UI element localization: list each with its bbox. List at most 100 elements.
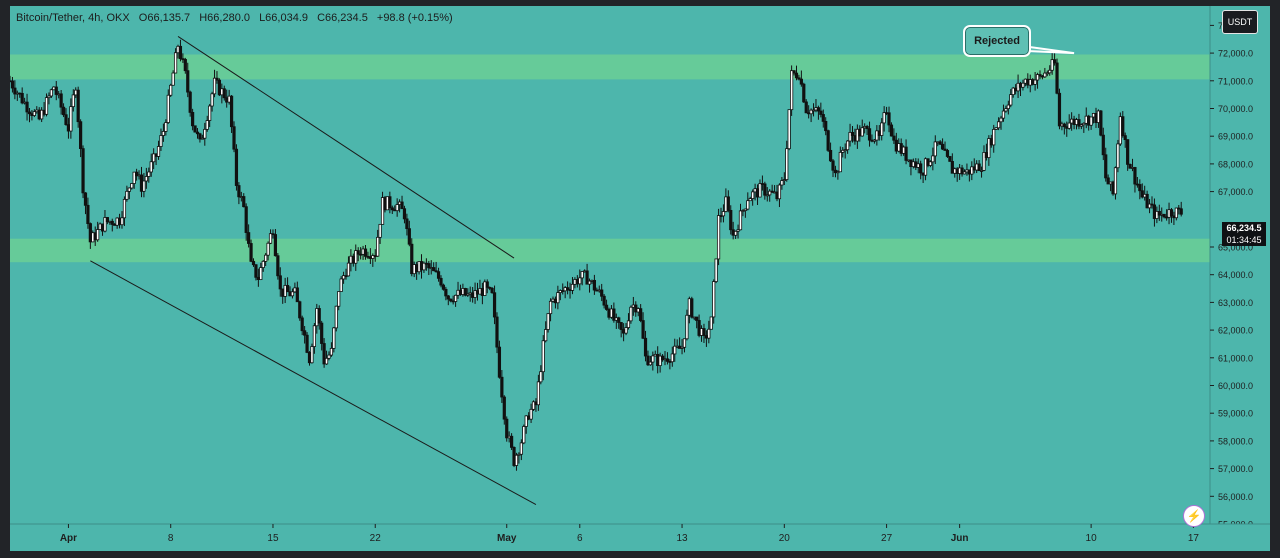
x-axis-background (10, 524, 1270, 551)
candle (79, 119, 83, 158)
candle (441, 283, 446, 291)
candle (334, 305, 338, 332)
candle-body (449, 298, 453, 302)
candle-body (831, 160, 835, 171)
currency-badge[interactable]: USDT (1222, 10, 1258, 34)
x-axis-layer: Apr 8 15 22 May 6 13 20 27 Jun 10 17 (10, 523, 1270, 551)
candle (819, 102, 823, 118)
candle-body (249, 243, 253, 262)
candle (578, 269, 582, 291)
candle (1050, 51, 1054, 75)
candle (843, 143, 847, 159)
candle-body (763, 183, 767, 196)
candle-body (712, 281, 716, 318)
y-tick-label: 61,000.0 (1218, 353, 1253, 363)
candle (743, 208, 747, 218)
candle-body (566, 287, 570, 290)
candle-body (164, 122, 168, 132)
x-tick-label: May (497, 533, 517, 544)
candle-body (658, 355, 662, 367)
chart-frame[interactable]: 55,000.056,000.057,000.058,000.059,000.0… (10, 6, 1270, 551)
candle-body (544, 329, 548, 342)
candle (436, 267, 441, 282)
candle (734, 230, 738, 239)
candle-body (624, 327, 628, 334)
candle-body (298, 301, 302, 319)
candle (237, 182, 241, 205)
candle (519, 439, 523, 461)
candle (1045, 70, 1049, 77)
candle-body (407, 228, 411, 245)
candle (268, 229, 273, 245)
candle-body (970, 166, 974, 175)
candle-body (1147, 203, 1152, 209)
candle (763, 181, 767, 200)
candle (828, 142, 833, 163)
candle-body (44, 97, 49, 115)
candle (59, 89, 63, 115)
candle (970, 161, 974, 181)
last-price-value: 66,234.5 (1226, 223, 1262, 233)
candle (210, 91, 214, 112)
candle (83, 192, 88, 215)
candle (999, 115, 1003, 130)
candle-body (47, 95, 51, 99)
candle-body (208, 105, 212, 121)
candle (371, 253, 375, 267)
candle-body (329, 347, 334, 356)
candle-body (135, 171, 139, 177)
candle (904, 139, 908, 165)
candle-body (860, 127, 864, 137)
candle (285, 277, 290, 293)
candle (816, 105, 821, 120)
candle-body (254, 264, 258, 278)
candle (838, 146, 842, 173)
candle (295, 281, 299, 303)
candle-body (880, 122, 884, 136)
candle (709, 316, 713, 330)
candle-body (1101, 134, 1105, 156)
candle-body (707, 328, 711, 339)
candle (322, 338, 326, 368)
candle-body (434, 270, 438, 273)
candle-body (690, 298, 694, 318)
candle-body (585, 270, 589, 285)
candle-body (994, 127, 998, 130)
candle-body (592, 279, 596, 291)
candle (132, 171, 136, 189)
candle (785, 140, 789, 182)
lightning-bolt-icon[interactable]: ⚡ (1183, 505, 1205, 527)
candle-body (110, 220, 114, 225)
candle-body (1113, 167, 1118, 195)
candle-body (25, 101, 29, 113)
candle (741, 209, 745, 217)
last-price-tag: 66,234.5 01:34:45 (1222, 222, 1266, 246)
high-value: H66,280.0 (199, 12, 250, 24)
candle-body (751, 191, 755, 199)
y-tick-label: 62,000.0 (1218, 326, 1253, 336)
chart-svg[interactable]: 55,000.056,000.057,000.058,000.059,000.0… (10, 6, 1270, 551)
candle-body (1011, 87, 1015, 95)
candle (1035, 72, 1040, 89)
candle (249, 239, 253, 263)
candle-body (363, 248, 368, 257)
candle (541, 335, 545, 381)
candle (794, 65, 799, 81)
candle-body (10, 80, 15, 89)
candle (1089, 116, 1093, 130)
candle (855, 124, 859, 149)
candle-body (200, 137, 204, 140)
candle-body (765, 194, 769, 197)
rejected-callout[interactable]: Rejected (963, 25, 1031, 57)
candle (110, 218, 114, 232)
candle (341, 271, 346, 284)
candle (792, 70, 796, 76)
candle (643, 330, 648, 362)
candle-body (802, 83, 806, 103)
candle (329, 342, 334, 357)
candle-body (147, 171, 151, 177)
candle (831, 159, 835, 178)
candle-body (843, 149, 847, 152)
candle (61, 103, 66, 118)
candle-body (120, 217, 124, 226)
